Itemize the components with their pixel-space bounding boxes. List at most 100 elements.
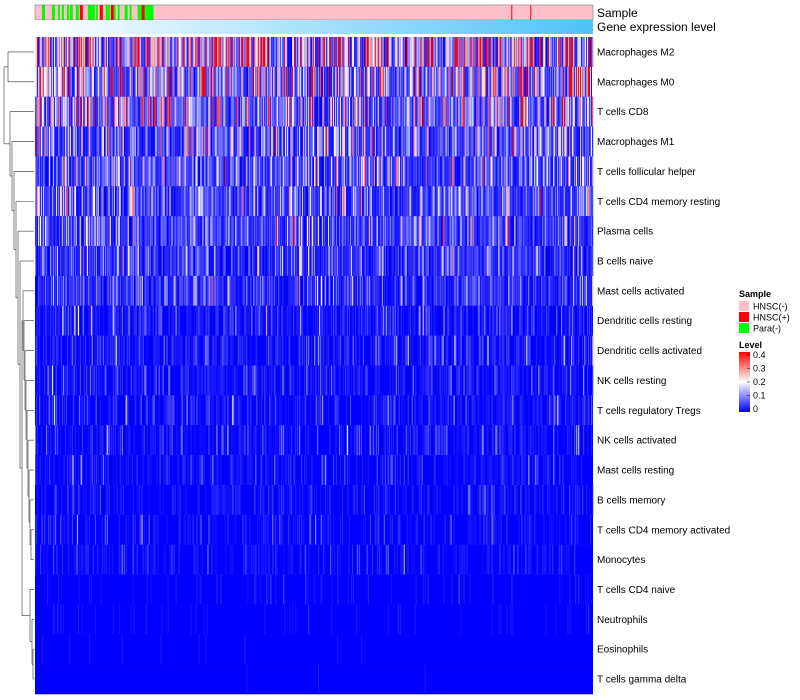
heatmap-cell xyxy=(55,66,58,98)
heatmap-cell xyxy=(309,96,311,127)
sample-annotation-cell xyxy=(147,5,151,20)
heatmap-cell xyxy=(563,66,565,98)
heatmap-cell xyxy=(258,275,260,307)
heatmap-cell xyxy=(105,126,107,157)
heatmap-cell xyxy=(51,126,54,157)
heatmap-cell xyxy=(589,186,591,217)
heatmap-cell xyxy=(322,186,325,217)
heatmap-cell xyxy=(73,156,76,187)
heatmap-cell xyxy=(343,275,346,307)
heatmap-cell xyxy=(471,275,473,307)
heatmap-cell xyxy=(120,246,122,277)
heatmap-cell xyxy=(488,66,490,98)
heatmap-cell xyxy=(315,305,317,336)
heatmap-cell xyxy=(242,126,244,157)
heatmap-cell xyxy=(268,66,270,98)
heatmap-cell xyxy=(426,216,428,247)
heatmap-cell xyxy=(41,96,44,127)
heatmap-cell xyxy=(454,275,456,307)
heatmap-cell xyxy=(93,96,96,127)
heatmap-cell xyxy=(311,37,313,68)
heatmap-cell xyxy=(336,246,339,277)
heatmap-cell xyxy=(38,216,41,247)
heatmap-cell xyxy=(110,66,112,98)
heatmap-cell xyxy=(503,186,505,217)
heatmap-cell xyxy=(310,96,312,127)
heatmap-cell xyxy=(145,186,147,217)
heatmap-cell xyxy=(589,216,591,247)
heatmap-cell xyxy=(505,305,507,336)
heatmap-cell xyxy=(93,156,96,187)
heatmap-cell xyxy=(398,156,400,187)
heatmap-cell xyxy=(574,66,576,98)
heatmap-cell xyxy=(168,186,170,217)
heatmap-cell xyxy=(217,186,219,217)
heatmap-cell xyxy=(539,66,541,98)
heatmap-cell xyxy=(438,96,440,127)
heatmap-cell xyxy=(36,37,39,68)
heatmap-cell xyxy=(135,275,137,307)
heatmap-cell xyxy=(569,156,571,187)
heatmap-cell xyxy=(233,305,235,336)
heatmap-cell xyxy=(87,216,90,247)
heatmap-cell xyxy=(52,246,55,277)
heatmap-cell xyxy=(271,216,273,247)
heatmap-cell xyxy=(360,156,363,187)
heatmap-cell xyxy=(465,275,467,307)
heatmap-cell xyxy=(466,216,468,247)
heatmap-cell xyxy=(309,156,311,187)
heatmap-cell xyxy=(587,275,589,307)
heatmap-cell xyxy=(280,156,282,187)
heatmap-cell xyxy=(61,96,64,127)
heatmap-cell xyxy=(43,126,46,157)
heatmap-cell xyxy=(50,126,53,157)
heatmap-cell xyxy=(511,37,513,68)
heatmap-cell xyxy=(369,305,372,336)
heatmap-cell xyxy=(560,186,562,217)
heatmap-cell xyxy=(520,96,522,127)
heatmap-cell xyxy=(350,66,353,98)
heatmap-cell xyxy=(346,305,349,336)
heatmap-cell xyxy=(481,305,483,336)
heatmap-cell xyxy=(59,335,62,366)
heatmap-cell xyxy=(465,37,467,68)
heatmap-cell xyxy=(144,126,146,157)
heatmap-cell xyxy=(315,156,317,187)
heatmap-cell xyxy=(183,37,185,68)
heatmap-cell xyxy=(351,96,354,127)
heatmap-cell xyxy=(460,275,462,307)
heatmap-cell xyxy=(158,96,160,127)
heatmap-cell xyxy=(351,66,354,98)
heatmap-cell xyxy=(253,96,255,127)
heatmap-cell xyxy=(326,96,329,127)
heatmap-cell xyxy=(223,37,225,68)
heatmap-cell xyxy=(312,186,314,217)
heatmap-cell xyxy=(525,186,527,217)
heatmap-cell xyxy=(522,275,524,307)
heatmap-cell xyxy=(587,66,589,98)
heatmap-cell xyxy=(433,186,435,217)
heatmap-cell xyxy=(220,216,222,247)
heatmap-cell xyxy=(556,216,558,247)
heatmap-cell xyxy=(196,275,198,307)
heatmap-cell xyxy=(121,156,123,187)
heatmap-cell xyxy=(201,37,203,68)
heatmap-cell xyxy=(228,275,230,307)
heatmap-cell xyxy=(541,156,543,187)
heatmap-cell xyxy=(581,37,583,68)
heatmap-cell xyxy=(523,246,525,277)
heatmap-cell xyxy=(266,335,268,366)
heatmap-cell xyxy=(146,96,148,127)
heatmap-cell xyxy=(587,156,589,187)
heatmap-cell xyxy=(579,37,581,68)
heatmap-cell xyxy=(67,126,70,157)
heatmap-cell xyxy=(232,335,234,366)
heatmap-cell xyxy=(503,96,505,127)
heatmap-cell xyxy=(442,156,444,187)
heatmap-cell xyxy=(265,216,267,247)
heatmap-cell xyxy=(306,156,308,187)
heatmap-cell xyxy=(82,126,85,157)
heatmap-cell xyxy=(321,246,324,277)
heatmap-cell xyxy=(270,37,272,68)
heatmap-cell xyxy=(266,156,268,187)
